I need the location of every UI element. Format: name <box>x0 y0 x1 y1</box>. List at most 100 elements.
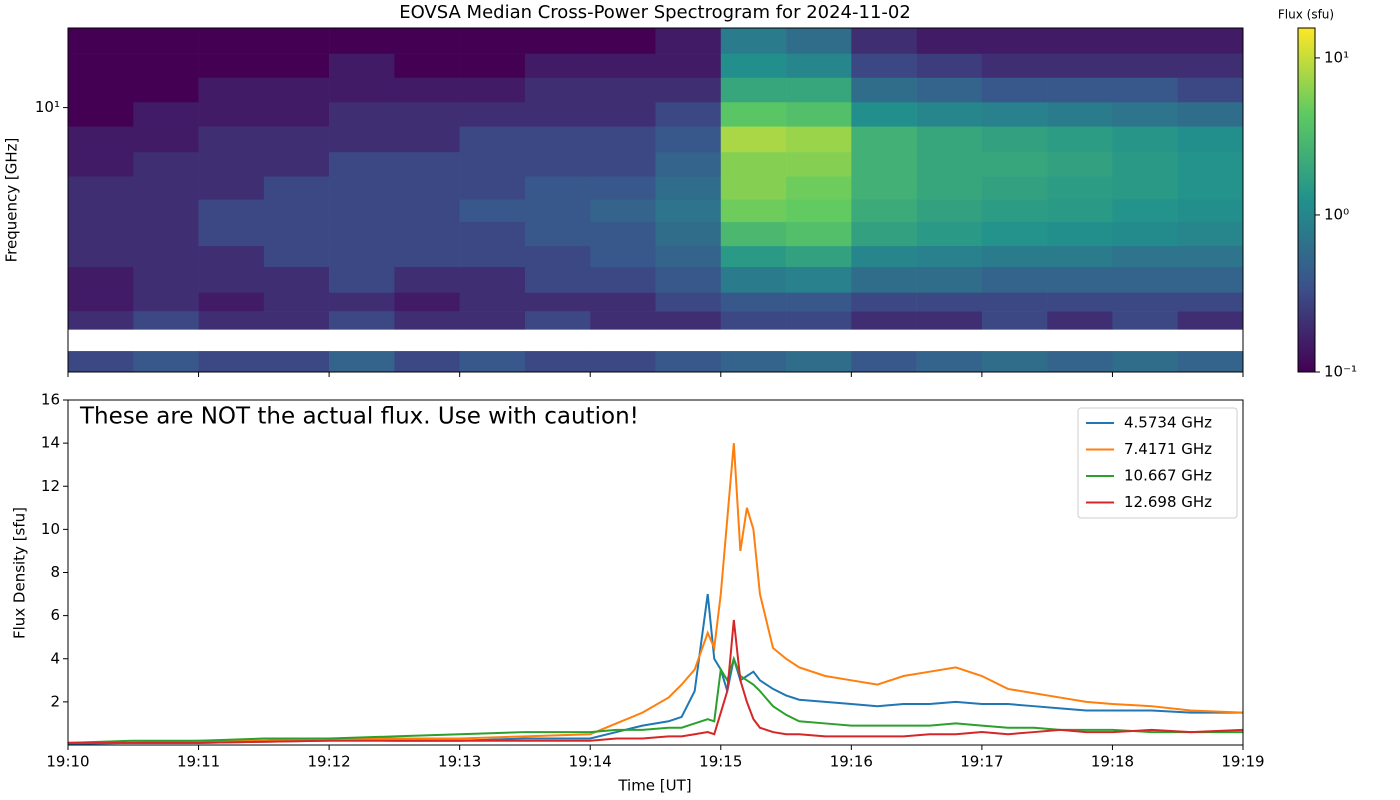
heatmap-cell <box>981 266 1048 293</box>
heatmap-cell <box>1112 351 1179 373</box>
heatmap-cell <box>329 126 395 153</box>
heatmap-cell <box>133 101 199 127</box>
heatmap-cell <box>263 245 330 268</box>
heatmap-cell <box>655 199 722 223</box>
heatmap-cell <box>851 266 917 293</box>
heatmap-cell <box>459 266 526 293</box>
heatmap-cell <box>459 151 526 177</box>
heatmap-cell <box>851 311 917 330</box>
heatmap-cell <box>981 245 1048 268</box>
heatmap-cell <box>786 199 852 223</box>
heatmap-cell <box>459 53 526 78</box>
heatmap-cell <box>786 311 852 330</box>
heatmap-cell <box>981 311 1048 330</box>
heatmap-cell <box>655 101 722 127</box>
heatmap-cell <box>1177 311 1244 330</box>
heatmap-cell <box>590 351 656 373</box>
heatmap-cell <box>1177 176 1244 200</box>
heatmap-cell <box>851 176 917 200</box>
heatmap-cell <box>1112 77 1179 103</box>
heatmap-cell <box>1047 311 1113 330</box>
heatmap-cell <box>786 245 852 268</box>
heatmap-cell <box>329 77 395 103</box>
heatmap-cell <box>198 53 265 78</box>
heatmap-cell <box>786 176 852 200</box>
heatmap-cell <box>263 351 330 373</box>
legend-label: 10.667 GHz <box>1124 467 1212 485</box>
heatmap-cell <box>133 292 199 312</box>
heatmap-cell <box>655 292 722 312</box>
heatmap-cell <box>786 266 852 293</box>
heatmap-cell <box>68 292 134 312</box>
heatmap-cell <box>198 221 265 247</box>
heatmap-cell <box>786 28 852 54</box>
heatmap-cell <box>916 53 983 78</box>
heatmap-cell <box>1177 101 1244 127</box>
x-tick-label: 19:15 <box>699 753 742 771</box>
heatmap-cell <box>720 311 787 330</box>
heatmap-cell <box>198 311 265 330</box>
heatmap-cell <box>981 176 1048 200</box>
heatmap-cell <box>329 53 395 78</box>
heatmap-cell <box>394 221 460 247</box>
y-tick-label: 4 <box>50 649 60 667</box>
heatmap-cell <box>198 151 265 177</box>
heatmap-cell <box>68 245 134 268</box>
heatmap-cell <box>720 126 787 153</box>
heatmap-cell <box>786 292 852 312</box>
heatmap-cell <box>981 126 1048 153</box>
heatmap-cell <box>263 28 330 54</box>
heatmap-cell <box>1177 266 1244 293</box>
heatmap-cell <box>720 221 787 247</box>
heatmap-cell <box>263 53 330 78</box>
heatmap-cell <box>655 53 722 78</box>
heatmap-cell <box>394 28 460 54</box>
heatmap-cell <box>394 351 460 373</box>
heatmap-cell <box>459 77 526 103</box>
heatmap-cell <box>329 311 395 330</box>
y-tick-label: 16 <box>41 391 60 409</box>
heatmap-cell <box>68 351 134 373</box>
heatmap-cell <box>786 126 852 153</box>
heatmap-cell <box>1047 151 1113 177</box>
heatmap-cell <box>1047 292 1113 312</box>
heatmap-cell <box>590 126 656 153</box>
heatmap-cell <box>1047 28 1113 54</box>
y-axis-label: Flux Density [sfu] <box>11 507 29 639</box>
heatmap-cell <box>1112 292 1179 312</box>
y-tick-label: 14 <box>41 434 60 452</box>
heatmap-cell <box>198 176 265 200</box>
y-tick-label: 8 <box>50 563 60 581</box>
heatmap-cell <box>981 351 1048 373</box>
heatmap-cell <box>720 266 787 293</box>
heatmap-cell <box>394 126 460 153</box>
heatmap-cell <box>981 101 1048 127</box>
heatmap-cell <box>68 101 134 127</box>
heatmap-cell <box>851 77 917 103</box>
heatmap-cell <box>263 77 330 103</box>
heatmap-cell <box>655 126 722 153</box>
heatmap-cell <box>851 351 917 373</box>
heatmap-cell <box>1177 53 1244 78</box>
line-series <box>68 593 1243 745</box>
heatmap-cell <box>786 101 852 127</box>
heatmap-cell <box>329 292 395 312</box>
heatmap-cell <box>655 311 722 330</box>
heatmap-cell <box>459 245 526 268</box>
heatmap-cell <box>329 28 395 54</box>
heatmap-cell <box>1177 221 1244 247</box>
heatmap-cell <box>263 101 330 127</box>
heatmap-cell <box>198 77 265 103</box>
heatmap-cell <box>133 245 199 268</box>
heatmap-cell <box>1177 126 1244 153</box>
heatmap-cell <box>851 126 917 153</box>
heatmap-cell <box>394 151 460 177</box>
heatmap-cell <box>329 176 395 200</box>
heatmap-cell <box>524 101 591 127</box>
heatmap-cell <box>394 101 460 127</box>
heatmap-cell <box>394 266 460 293</box>
colorbar-tick-label: 10⁰ <box>1324 205 1349 223</box>
heatmap-cell <box>1047 245 1113 268</box>
heatmap-cell <box>394 199 460 223</box>
